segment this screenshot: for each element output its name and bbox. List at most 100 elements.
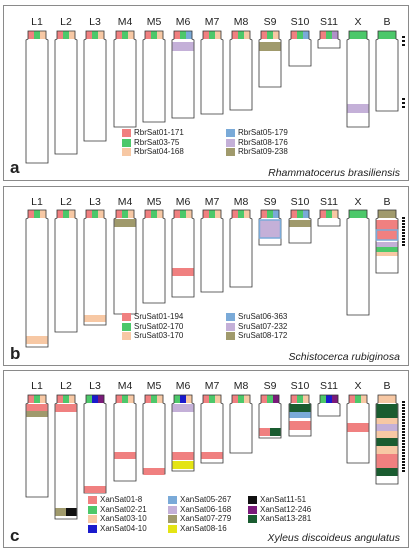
cap-segment: [297, 31, 304, 39]
marker-dot: [402, 419, 405, 421]
chromosome-outline: [54, 30, 78, 155]
legend-label: XanSat05-267: [180, 495, 232, 504]
cap-segment: [244, 395, 251, 403]
chromosome-label-s11: S11: [320, 16, 338, 28]
marker-dot: [402, 470, 405, 472]
cap-segment: [238, 210, 245, 218]
chromosome-label-m6: M6: [175, 380, 191, 392]
chromosome-m7: [200, 30, 224, 115]
cap-segment: [128, 31, 135, 39]
legend-label: XanSat13-281: [260, 514, 312, 523]
cap-segment: [128, 210, 135, 218]
karyotype-diagram: [25, 30, 405, 164]
cap-segment: [261, 31, 268, 39]
chromosome-l3: [83, 209, 107, 326]
chromosome-m6: [171, 30, 195, 119]
chromosome-outline: [375, 394, 399, 485]
chromosome-s9: [258, 394, 282, 439]
chromosome-outline: [25, 30, 49, 164]
chromosome-b: [375, 30, 399, 112]
cap-segment: [151, 395, 158, 403]
marker-dot: [402, 40, 405, 42]
chromosome-label-s9: S9: [263, 16, 277, 28]
legend-label: SruSat03-170: [134, 331, 184, 340]
legend-label: XanSat01-8: [100, 495, 143, 504]
chromosome-outline: [288, 209, 312, 244]
band-outline: [375, 229, 399, 241]
cap-segment: [151, 210, 158, 218]
chromosome-outline: [171, 394, 195, 472]
marker-dot: [402, 428, 405, 430]
cap-segment: [69, 210, 76, 218]
fish-signal-band: [84, 486, 106, 493]
chromosome-label-s9: S9: [263, 196, 277, 208]
cap-segment: [28, 395, 35, 403]
cap-segment: [122, 395, 129, 403]
marker-dot: [402, 416, 405, 418]
fish-signal-band: [289, 404, 311, 412]
fish-signal-band: [172, 268, 194, 276]
legend-swatch: [226, 138, 235, 147]
chromosome-label-l3: L3: [89, 196, 101, 208]
marker-dot: [402, 223, 405, 225]
cap-segment: [122, 210, 129, 218]
marker-dot: [402, 425, 405, 427]
chromosome-label-m8: M8: [233, 380, 249, 392]
chromosome-outline: [142, 394, 166, 475]
marker-dot: [402, 446, 405, 448]
chromosome-outline: [25, 209, 49, 348]
legend-swatch: [88, 515, 97, 523]
legend-label: XanSat04-10: [100, 523, 147, 533]
chromosome-outline: [375, 209, 399, 274]
chromosome-outline: [258, 30, 282, 88]
chromosome-label-m6: M6: [175, 16, 191, 28]
fish-signal-band: [26, 411, 48, 417]
cap-segment: [326, 210, 333, 218]
chromosome-m4: [113, 30, 137, 128]
chromosome-label-l1: L1: [31, 380, 43, 392]
legend-swatch: [226, 332, 235, 340]
marker-dot: [402, 235, 405, 237]
chromosome-m4: [113, 209, 137, 315]
chromosome-label-l1: L1: [31, 196, 43, 208]
cap-segment: [186, 395, 193, 403]
chromosome-label-m6: M6: [175, 196, 191, 208]
chromosome-label-x: X: [354, 380, 362, 392]
cap-segment: [303, 31, 310, 39]
fish-signal-band: [376, 446, 398, 454]
chromosome-outline: [258, 394, 282, 439]
marker-dot: [402, 410, 405, 412]
species-name: Xyleus discoideus angulatus: [267, 532, 400, 544]
legend-swatch: [122, 148, 131, 156]
cap-segment: [332, 210, 339, 218]
chromosome-b: [375, 394, 399, 485]
chromosome-outline: [83, 209, 107, 326]
cap-segment: [291, 210, 298, 218]
legend-swatch: [122, 322, 131, 331]
chromosome-label-l1: L1: [31, 16, 43, 28]
cap-segment: [174, 31, 181, 39]
cap-segment: [291, 31, 298, 39]
chromosome-outline: [317, 394, 341, 417]
marker-dot: [402, 220, 405, 222]
cap-segment: [232, 31, 239, 39]
marker-dot: [402, 36, 405, 38]
cap-segment: [326, 395, 333, 403]
chromosome-m5: [142, 394, 166, 475]
cap-segment: [203, 31, 210, 39]
legend-swatch: [122, 332, 131, 340]
marker-dot: [402, 404, 405, 406]
chromosome-label-m7: M7: [204, 16, 220, 28]
chromosome-b: [375, 209, 399, 274]
marker-dot: [402, 452, 405, 454]
cap-segment: [261, 395, 268, 403]
chromosome-m4: [113, 394, 137, 482]
cap-segment: [267, 395, 274, 403]
chromosome-label-s10: S10: [290, 16, 310, 28]
chromosome-m5: [142, 30, 166, 123]
cap-segment: [174, 395, 181, 403]
marker-dot: [402, 401, 405, 403]
chromosome-label-l3: L3: [89, 16, 101, 28]
marker-dot: [402, 437, 405, 439]
panel-b: b Schistocerca rubiginosa L1 L2 L3 M4 M5 M6 M7…: [3, 186, 409, 366]
